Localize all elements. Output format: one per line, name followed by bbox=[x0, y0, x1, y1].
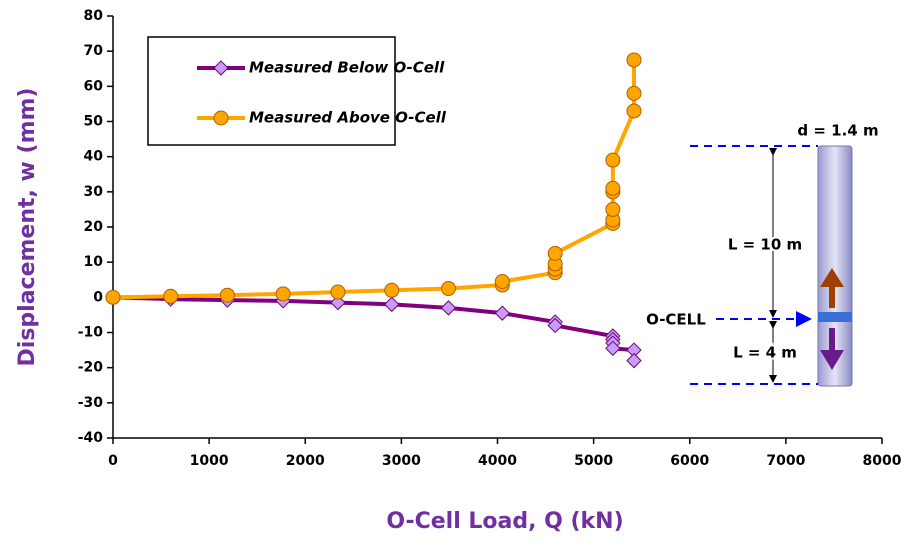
marker bbox=[605, 201, 621, 217]
x-tick-label: 6000 bbox=[670, 453, 709, 469]
y-tick-label: 70 bbox=[84, 43, 104, 59]
marker bbox=[626, 352, 642, 369]
annotation: L = 10 m bbox=[728, 236, 802, 254]
marker bbox=[547, 317, 563, 334]
y-tick-label: 60 bbox=[84, 78, 104, 94]
marker bbox=[626, 103, 642, 119]
legend-marker bbox=[213, 110, 229, 126]
marker bbox=[605, 152, 621, 168]
marker bbox=[440, 281, 456, 297]
marker bbox=[626, 52, 642, 68]
y-tick-label: 80 bbox=[84, 8, 104, 24]
marker bbox=[494, 274, 510, 290]
marker bbox=[275, 286, 291, 302]
y-tick-label: 50 bbox=[84, 114, 104, 130]
x-tick-label: 1000 bbox=[190, 453, 229, 469]
x-axis-title: O-Cell Load, Q (kN) bbox=[386, 509, 623, 534]
y-tick-label: 0 bbox=[93, 289, 103, 305]
marker bbox=[105, 289, 121, 305]
marker bbox=[605, 340, 621, 357]
annotation: L = 4 m bbox=[733, 344, 797, 362]
legend-label: Measured Above O-Cell bbox=[249, 109, 447, 127]
x-tick-label: 8000 bbox=[863, 453, 902, 469]
x-tick-label: 4000 bbox=[478, 453, 517, 469]
y-tick-label: -40 bbox=[78, 430, 104, 446]
annotation: d = 1.4 m bbox=[797, 122, 878, 140]
x-tick-label: 3000 bbox=[382, 453, 421, 469]
marker bbox=[605, 180, 621, 196]
legend-marker bbox=[213, 60, 229, 76]
marker bbox=[330, 294, 346, 311]
legend-label: Measured Below O-Cell bbox=[249, 59, 445, 77]
marker bbox=[626, 85, 642, 101]
marker bbox=[384, 282, 400, 298]
annotation: O-CELL bbox=[646, 311, 706, 329]
x-tick-label: 0 bbox=[108, 453, 118, 469]
y-tick-label: 40 bbox=[84, 149, 104, 165]
marker bbox=[219, 287, 235, 303]
y-axis-title: Displacement, w (mm) bbox=[15, 88, 40, 367]
marker bbox=[440, 300, 457, 316]
x-tick-label: 7000 bbox=[766, 453, 805, 469]
marker bbox=[547, 245, 563, 261]
y-tick-label: 30 bbox=[84, 184, 104, 200]
y-tick-label: 20 bbox=[84, 219, 104, 235]
marker bbox=[384, 296, 400, 313]
y-tick-label: -20 bbox=[78, 360, 104, 376]
legend-box bbox=[147, 36, 396, 146]
marker bbox=[163, 288, 179, 304]
pile-diagram bbox=[690, 145, 853, 387]
marker bbox=[494, 305, 511, 321]
x-tick-label: 2000 bbox=[286, 453, 325, 469]
y-tick-label: 10 bbox=[84, 254, 104, 270]
marker bbox=[330, 284, 346, 300]
x-tick-label: 5000 bbox=[574, 453, 613, 469]
y-tick-label: -30 bbox=[78, 395, 104, 411]
y-tick-label: -10 bbox=[78, 325, 104, 341]
